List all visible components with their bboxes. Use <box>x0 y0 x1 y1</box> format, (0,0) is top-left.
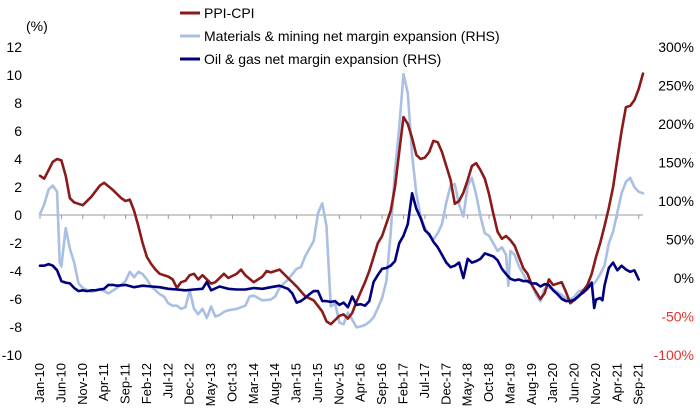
x-axis-tick-label: Jun-20 <box>567 363 582 403</box>
left-axis-tick-label: 2 <box>14 179 22 195</box>
left-axis-tick-label: -8 <box>10 319 23 335</box>
right-axis-tick-label: 150% <box>658 155 694 171</box>
series-line-ppi-cpi <box>38 72 645 326</box>
x-axis-tick-label: May-13 <box>203 363 218 406</box>
x-axis-tick-label: Sep-11 <box>118 363 133 404</box>
x-axis-tick-label: Aug-14 <box>267 363 282 405</box>
x-axis-tick-label: Nov-15 <box>331 363 346 405</box>
series-layer <box>38 72 645 329</box>
right-axis-labels: 300% 250% 200% 150% 100% 50% 0% -50% -100% <box>654 39 694 363</box>
legend-label: Materials & mining net margin expansion … <box>204 28 500 44</box>
x-axis-tick-label: Nov-20 <box>588 363 603 405</box>
left-axis-tick-label: 4 <box>14 151 22 167</box>
right-axis-tick-label: 0% <box>674 270 694 286</box>
x-axis-tick-label: Jun-10 <box>53 363 68 403</box>
x-axis-tick-label: Sep-21 <box>631 363 646 405</box>
right-axis-tick-label: 250% <box>658 78 694 94</box>
x-axis-tick-label: Oct-18 <box>481 363 496 402</box>
left-axis-tick-label: -4 <box>10 263 23 279</box>
x-axis-tick-label: Nov-10 <box>75 363 90 405</box>
left-axis-tick-label: 8 <box>14 95 22 111</box>
series-line-oil-gas <box>38 192 640 310</box>
x-axis-tick-label: Feb-12 <box>139 363 154 404</box>
x-axis-ticks <box>39 215 640 219</box>
right-axis-tick-label: -50% <box>661 309 694 325</box>
left-axis-tick-label: -2 <box>10 235 23 251</box>
x-axis-tick-label: Mar-14 <box>246 363 261 404</box>
legend-label: PPI-CPI <box>204 5 255 21</box>
x-axis-tick-label: Feb-17 <box>396 363 411 404</box>
x-axis-tick-label: Jul-12 <box>160 363 175 398</box>
right-axis-tick-label: 100% <box>658 193 694 209</box>
right-axis-tick-label: -100% <box>654 347 694 363</box>
x-axis-tick-label: Jan-15 <box>289 363 304 403</box>
plot-area <box>38 72 645 329</box>
x-axis-tick-label: May-18 <box>460 363 475 406</box>
x-axis-tick-label: Jan-20 <box>545 363 560 403</box>
legend: PPI-CPI Materials & mining net margin exp… <box>180 5 500 67</box>
x-axis-tick-label: Apr-21 <box>609 363 624 402</box>
left-axis-tick-label: 0 <box>14 207 22 223</box>
x-axis-tick-label: Dec-17 <box>438 363 453 405</box>
x-axis-tick-label: Oct-13 <box>224 363 239 402</box>
x-axis-tick-label: Sep-16 <box>374 363 389 405</box>
left-axis-tick-label: 6 <box>14 123 22 139</box>
left-axis-tick-label: -6 <box>10 291 23 307</box>
right-axis-tick-label: 50% <box>666 232 694 248</box>
legend-label: Oil & gas net margin expansion (RHS) <box>204 51 441 67</box>
x-axis-labels: Jan-10 Jun-10 Nov-10 Apr-11 Sep-11 Feb-12 Jul-… <box>32 363 646 406</box>
x-axis-tick-label: Dec-12 <box>182 363 197 405</box>
x-axis-tick-label: Jan-10 <box>32 363 47 403</box>
left-axis-labels: 12 10 8 6 4 2 0 -2 -4 -6 -8 -10 <box>2 39 22 363</box>
x-axis-tick-label: Mar-19 <box>502 363 517 404</box>
left-axis-unit-label: (%) <box>26 18 48 34</box>
left-axis-tick-label: -10 <box>2 347 22 363</box>
x-axis-tick-label: Aug-19 <box>524 363 539 405</box>
left-axis-tick-label: 12 <box>6 39 22 55</box>
x-axis-tick-label: Jul-17 <box>417 363 432 398</box>
x-axis-tick-label: Apr-11 <box>96 363 111 401</box>
x-axis-tick-label: Apr-16 <box>353 363 368 402</box>
right-axis-tick-label: 200% <box>658 116 694 132</box>
left-axis-tick-label: 10 <box>6 67 22 83</box>
x-axis-tick-label: Jun-15 <box>310 363 325 403</box>
right-axis-tick-label: 300% <box>658 39 694 55</box>
